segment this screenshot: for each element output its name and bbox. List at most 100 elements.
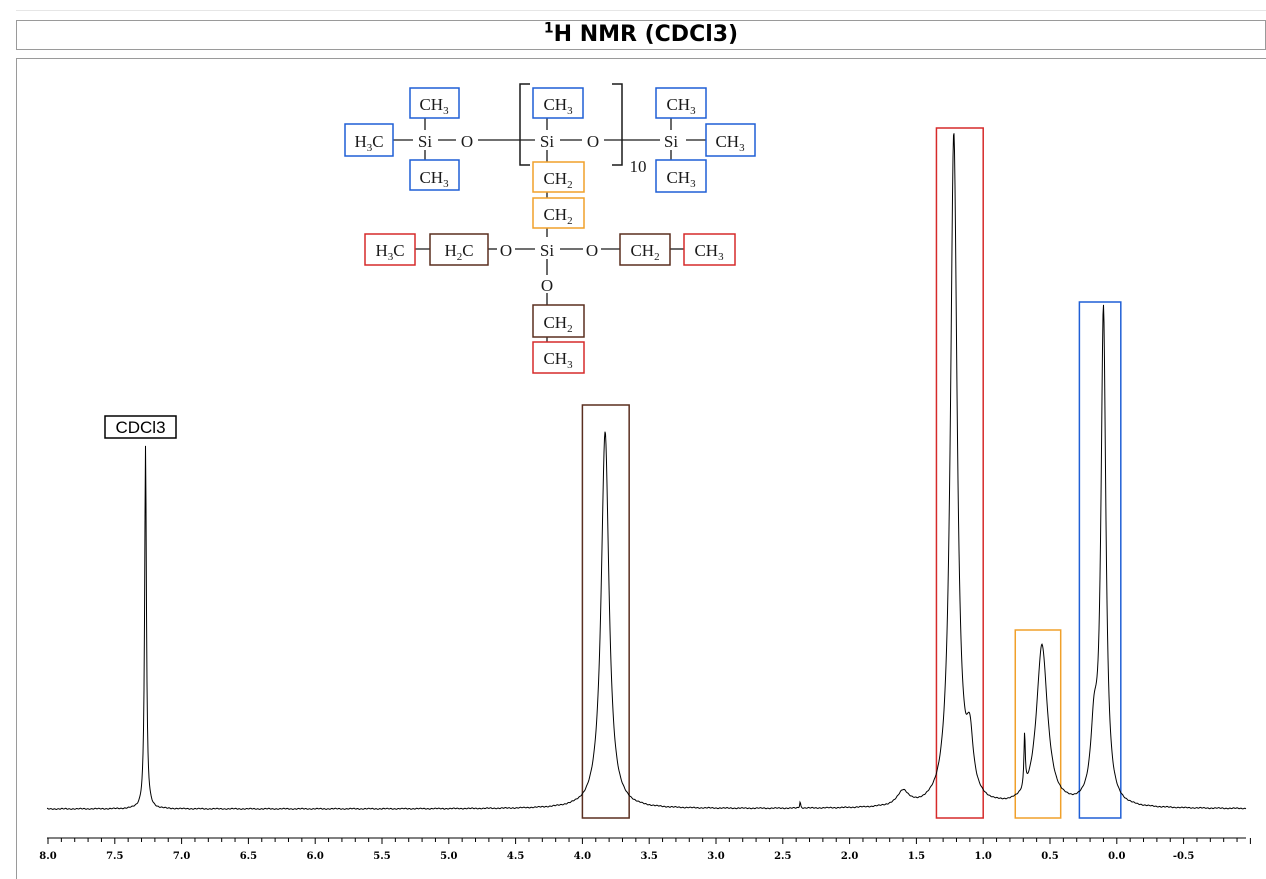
plot-frame	[16, 58, 1266, 879]
structure-label: Si	[540, 132, 554, 151]
x-tick-label: 4.0	[574, 851, 591, 862]
structure-label-part: Si	[664, 132, 678, 151]
box-ethoxy-ch3	[532, 341, 585, 374]
structure-label-part: 3	[739, 142, 745, 154]
peak-box-ethoxy-ch2	[581, 404, 630, 819]
structure-label: O	[461, 132, 473, 151]
structure-label: O	[541, 276, 553, 295]
structure-label-part: CH	[543, 169, 567, 188]
structure-label-part: Si	[540, 241, 554, 260]
x-tick-label: 1.0	[974, 851, 991, 862]
structure-label-part: CH	[694, 241, 718, 260]
structure-label-part: 3	[718, 251, 724, 263]
x-tick-label: 0.5	[1041, 851, 1058, 862]
box-ethoxy-ch2	[619, 233, 671, 266]
structure-label: CH3	[419, 95, 449, 117]
box-si-ch3	[409, 159, 460, 191]
structure-label: H3C	[375, 241, 404, 263]
structure-label: CH2	[543, 169, 572, 191]
x-tick-label: 6.5	[240, 851, 257, 862]
x-tick-label: 6.0	[306, 851, 323, 862]
structure-label-part: C	[393, 241, 404, 260]
x-tick-label: 7.5	[106, 851, 123, 862]
structure-label-part: CH	[543, 205, 567, 224]
structure-label-part: O	[586, 241, 598, 260]
structure-label-part: H	[444, 241, 456, 260]
structure-label-part: CH	[666, 168, 690, 187]
peak-box-ethoxy-ch3	[935, 127, 984, 819]
solvent-label: CDCl3	[104, 415, 177, 439]
structure-label: H2C	[444, 241, 473, 263]
box-si-ch2	[532, 161, 585, 193]
x-tick-label: -0.5	[1173, 851, 1195, 862]
structure-label-part: 3	[690, 178, 696, 190]
structure-label-part: CH	[543, 313, 567, 332]
structure-label-part: 3	[388, 251, 394, 263]
structure-label-part: 10	[630, 157, 647, 176]
structure-label-part: CH	[419, 95, 443, 114]
structure-label-part: 2	[567, 215, 573, 227]
box-si-ch3	[655, 159, 707, 193]
structure-label-part: H	[375, 241, 387, 260]
x-tick-label: 0.0	[1108, 851, 1125, 862]
structure-label-part: CH	[543, 95, 567, 114]
structure-label-part: 3	[567, 105, 573, 117]
structure-label: CH2	[630, 241, 659, 263]
structure-label-part: 3	[567, 359, 573, 371]
structure-label: O	[586, 241, 598, 260]
structure-label-part: C	[462, 241, 473, 260]
structure-label-part: O	[587, 132, 599, 151]
structure-label-part: Si	[418, 132, 432, 151]
x-axis: 8.0 7.5 7.0 6.5 6.0 5.5 5.0 4.5 4.0 3.5 3.0 2.5 2.0 1…	[39, 837, 1251, 862]
structure-label-part: 3	[443, 105, 449, 117]
structure-label-part: O	[461, 132, 473, 151]
structure-label-part: 2	[457, 251, 463, 263]
structure-label-part: 2	[567, 179, 573, 191]
structure-label: CH2	[543, 205, 572, 227]
structure-label-part: CH	[715, 132, 739, 151]
structure-label: Si	[418, 132, 432, 151]
box-si-ch3	[532, 87, 584, 119]
repeat-bracket-left	[519, 83, 530, 166]
structure-label-part: CH	[419, 168, 443, 187]
structure-label-part: H	[354, 132, 366, 151]
structure-label-part: 2	[567, 323, 573, 335]
top-rule	[16, 10, 1266, 11]
structure-label: O	[500, 241, 512, 260]
structure-label: CH3	[419, 168, 449, 190]
box-ethoxy-ch3	[364, 233, 416, 266]
structure-label: O	[587, 132, 599, 151]
x-tick-label: 5.0	[440, 851, 457, 862]
structure-label: Si	[540, 241, 554, 260]
structure-label: CH3	[543, 349, 573, 371]
spectrum-trace	[46, 133, 1247, 811]
structure-label: H3C	[354, 132, 383, 154]
peak-box-si-ch3	[1078, 301, 1122, 819]
solvent-label-text: CDCl3	[115, 418, 165, 437]
box-si-ch3	[344, 123, 394, 157]
box-si-ch3	[705, 123, 756, 157]
x-tick-label: 5.5	[373, 851, 390, 862]
title-superscript: 1	[543, 20, 554, 37]
repeat-bracket-right	[612, 83, 623, 166]
structure-label-part: CH	[543, 349, 567, 368]
x-tick-label: 4.5	[507, 851, 524, 862]
structure-label-part: 3	[690, 105, 696, 117]
x-tick-label: 3.5	[640, 851, 657, 862]
box-ethoxy-ch2	[429, 233, 489, 266]
structure-label-part: 3	[367, 142, 373, 154]
box-si-ch3	[409, 87, 460, 119]
x-tick-label: 3.0	[707, 851, 724, 862]
x-tick-label: 1.5	[908, 851, 925, 862]
structure-label: CH3	[666, 95, 696, 117]
box-si-ch3	[655, 87, 707, 119]
structure-label-part: CH	[666, 95, 690, 114]
structure-label: CH3	[543, 95, 573, 117]
structure-label-part: O	[541, 276, 553, 295]
structure-label-part: O	[500, 241, 512, 260]
title-text: H NMR (CDCl3)	[553, 22, 739, 47]
peak-box-si-ch2	[1014, 629, 1062, 819]
structure-label: CH3	[715, 132, 745, 154]
